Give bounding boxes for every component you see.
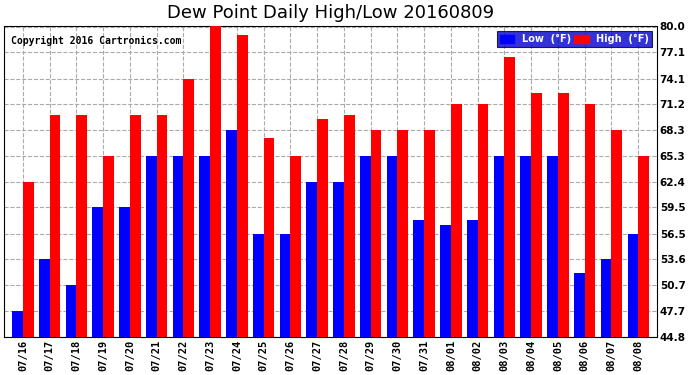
Bar	[172, 156, 184, 337]
Bar	[397, 130, 408, 337]
Bar	[119, 207, 130, 337]
Bar	[494, 156, 504, 337]
Bar	[279, 234, 290, 337]
Bar	[531, 93, 542, 337]
Bar	[253, 234, 264, 337]
Bar	[66, 285, 77, 337]
Bar	[199, 156, 210, 337]
Bar	[130, 115, 141, 337]
Bar	[333, 182, 344, 337]
Bar	[547, 156, 558, 337]
Bar	[611, 130, 622, 337]
Bar	[23, 182, 34, 337]
Title: Dew Point Daily High/Low 20160809: Dew Point Daily High/Low 20160809	[167, 4, 494, 22]
Bar	[210, 27, 221, 337]
Bar	[386, 156, 397, 337]
Bar	[50, 115, 60, 337]
Bar	[601, 259, 611, 337]
Bar	[451, 104, 462, 337]
Bar	[520, 156, 531, 337]
Bar	[290, 156, 301, 337]
Bar	[92, 207, 103, 337]
Bar	[558, 93, 569, 337]
Bar	[157, 115, 168, 337]
Bar	[467, 220, 477, 337]
Bar	[103, 156, 114, 337]
Bar	[627, 234, 638, 337]
Bar	[477, 104, 489, 337]
Bar	[360, 156, 371, 337]
Bar	[237, 35, 248, 337]
Bar	[39, 259, 50, 337]
Bar	[371, 130, 382, 337]
Bar	[584, 104, 595, 337]
Bar	[226, 130, 237, 337]
Bar	[264, 138, 275, 337]
Bar	[413, 220, 424, 337]
Bar	[146, 156, 157, 337]
Bar	[638, 156, 649, 337]
Bar	[504, 57, 515, 337]
Bar	[306, 182, 317, 337]
Legend: Low  (°F), High  (°F): Low (°F), High (°F)	[497, 32, 652, 47]
Bar	[424, 130, 435, 337]
Bar	[12, 311, 23, 337]
Bar	[317, 119, 328, 337]
Bar	[574, 273, 584, 337]
Bar	[344, 115, 355, 337]
Bar	[440, 225, 451, 337]
Text: Copyright 2016 Cartronics.com: Copyright 2016 Cartronics.com	[10, 36, 181, 46]
Bar	[184, 78, 194, 337]
Bar	[77, 115, 87, 337]
